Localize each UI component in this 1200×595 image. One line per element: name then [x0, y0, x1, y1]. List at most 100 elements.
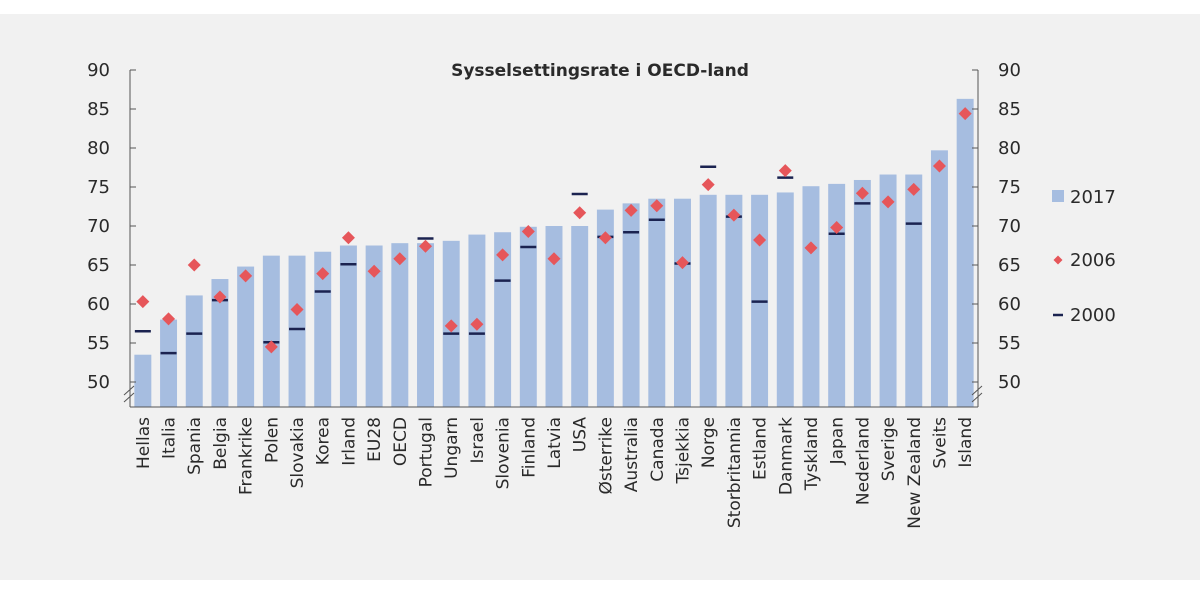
x-tick-label: Polen [262, 417, 282, 463]
marker-2006-oecd [393, 252, 407, 266]
marker-2006-hellas [136, 295, 150, 309]
y-tick-label-right: 50 [998, 372, 1021, 393]
y-tick-label-right: 60 [998, 294, 1021, 315]
y-tick-label-left: 85 [87, 99, 110, 120]
legend-label-2006: 2006 [1070, 250, 1116, 271]
x-tick-label: Sveits [930, 417, 950, 469]
y-tick-label-right: 75 [998, 177, 1021, 198]
x-tick-label: New Zealand [905, 417, 925, 529]
y-tick-label-left: 60 [87, 294, 110, 315]
marker-2006-tyskland [804, 241, 818, 255]
axis-break-mark [971, 392, 983, 403]
bar-2017-spania [185, 295, 203, 407]
y-tick-label-right: 55 [998, 333, 1021, 354]
marker-2006-frankrike [239, 269, 253, 283]
bar-2017-norge [699, 194, 717, 407]
x-tick-label: Belgia [211, 417, 231, 470]
marker-2006-finland [521, 224, 535, 238]
marker-2006-østerrike [598, 231, 612, 245]
bar-2017-japan [828, 183, 846, 407]
bar-2017-slovakia [288, 255, 306, 407]
marker-2006-slovenia [496, 248, 510, 262]
y-tick-label-right: 80 [998, 138, 1021, 159]
x-tick-label: Norge [699, 417, 719, 468]
y-tick-label-left: 90 [87, 60, 110, 81]
y-tick-label-left: 75 [87, 177, 110, 198]
marker-2006-usa [573, 206, 587, 220]
y-tick-label-left: 80 [87, 138, 110, 159]
bar-2017-tsjekkia [674, 198, 691, 407]
marker-2006-sverige [881, 195, 895, 209]
bar-2017-tyskland [802, 186, 820, 407]
x-tick-label: Sverige [879, 417, 899, 481]
marker-2006-latvia [547, 252, 561, 266]
y-tick-label-left: 70 [87, 216, 110, 237]
bar-2017-new-zealand [905, 174, 923, 407]
x-tick-label: Irland [339, 417, 359, 466]
bar-2017-slovenia [494, 232, 512, 407]
x-tick-label: Japan [828, 417, 848, 465]
bar-2017-sveits [930, 150, 948, 407]
marker-2006-danmark [778, 164, 792, 178]
marker-2006-portugal [419, 239, 433, 253]
x-tick-label: Israel [468, 417, 488, 463]
bar-2017-usa [571, 226, 589, 407]
axis-break-mark [123, 392, 135, 403]
marker-2006-polen [264, 340, 278, 354]
x-tick-label: OECD [391, 417, 411, 466]
marker-2006-israel [470, 317, 484, 331]
x-tick-label: Korea [314, 417, 334, 465]
bar-2017-australia [622, 203, 640, 407]
bar-2017-polen [262, 255, 280, 407]
legend-label-2000: 2000 [1070, 305, 1116, 326]
marker-2006-irland [341, 231, 355, 245]
marker-2006-sveits [932, 159, 946, 173]
marker-2006-australia [624, 203, 638, 217]
marker-2006-korea [316, 267, 330, 281]
x-tick-label: EU28 [365, 417, 385, 462]
x-tick-label: Tyskland [802, 417, 822, 491]
marker-2006-japan [830, 221, 844, 235]
x-tick-label: Island [956, 417, 976, 468]
bar-2017-oecd [391, 243, 409, 407]
marker-2006-eu28 [367, 264, 381, 278]
x-tick-label: Danmark [776, 417, 796, 495]
bar-2017-frankrike [237, 266, 255, 407]
x-tick-label: Spania [185, 417, 205, 475]
x-tick-label: Nederland [853, 417, 873, 505]
y-tick-label-right: 85 [998, 99, 1021, 120]
bar-2017-latvia [545, 226, 563, 407]
bar-2017-irland [339, 245, 357, 407]
x-tick-label: Estland [751, 417, 771, 480]
bar-2017-island [956, 98, 974, 408]
marker-2006-tsjekkia [675, 256, 689, 270]
marker-2006-italia [162, 312, 176, 326]
x-tick-label: Østerrike [596, 417, 616, 494]
bar-2017-sverige [879, 174, 897, 407]
x-tick-label: USA [571, 417, 591, 453]
x-tick-label: Tsjekkia [673, 417, 693, 484]
x-tick-label: Latvia [545, 417, 565, 469]
x-tick-label: Finland [519, 417, 539, 478]
legend-swatch-2006 [1053, 255, 1063, 265]
marker-2006-storbritannia [727, 208, 741, 222]
marker-2006-new-zealand [907, 182, 921, 196]
y-tick-label-left: 50 [87, 372, 110, 393]
bar-2017-østerrike [596, 209, 614, 407]
y-tick-label-right: 70 [998, 216, 1021, 237]
x-tick-label: Hellas [134, 417, 154, 469]
marker-2006-slovakia [290, 302, 304, 316]
bar-2017-storbritannia [725, 194, 743, 407]
y-tick-label-right: 90 [998, 60, 1021, 81]
marker-2006-island [958, 107, 972, 121]
legend-label-2017: 2017 [1070, 187, 1116, 208]
x-tick-label: Australia [622, 417, 642, 492]
bar-2017-danmark [776, 192, 794, 407]
bar-2017-italia [160, 319, 178, 407]
marker-2006-ungarn [444, 319, 458, 333]
x-tick-label: Storbritannia [725, 417, 745, 528]
y-tick-label-left: 65 [87, 255, 110, 276]
x-tick-label: Frankrike [237, 417, 257, 495]
bar-2017-finland [519, 226, 537, 407]
axis-break-mark [971, 385, 983, 396]
